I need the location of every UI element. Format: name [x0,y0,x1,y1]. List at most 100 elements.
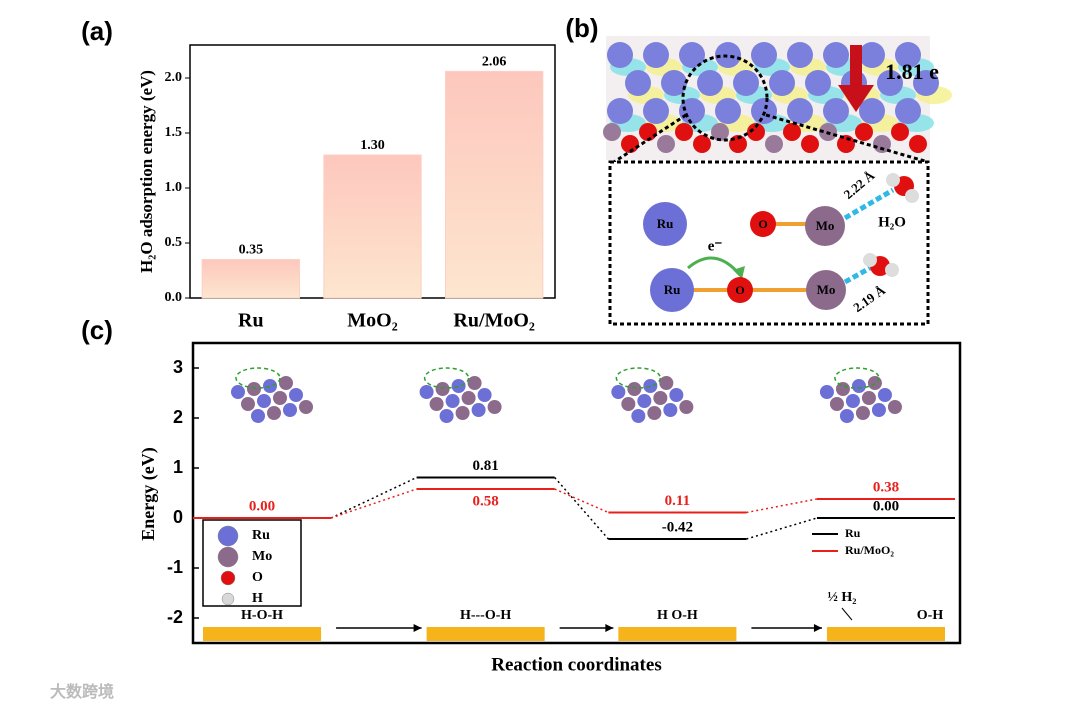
structure-atom [647,406,662,420]
atom [873,135,891,153]
y-tick-label: -1 [167,557,183,577]
structure-atom [283,403,297,417]
atom [693,135,711,153]
atom [733,70,759,96]
molecule-label: H₂O [878,214,906,230]
structure-atom [819,385,834,399]
structure-atom [445,394,460,408]
panel-label: (b) [565,13,598,43]
connector [554,477,609,540]
category-label: H O-H [657,608,698,623]
category-label: O-H [917,608,944,623]
atom-label: Ru [657,216,674,231]
atom [859,98,885,124]
structure-atom [851,379,866,393]
structure-atom [263,379,277,393]
atom [643,202,687,246]
highlight [423,367,470,389]
atom [639,123,657,141]
x-tick-label: Ru/MoO₂ [453,310,535,332]
y-tick-label: -2 [167,607,183,627]
structure-atom [829,397,844,411]
atom [805,206,845,246]
structure-atom [659,376,674,390]
value-label: 0.00 [873,498,899,514]
structure-atom [267,406,281,420]
value-label: 0.35 [239,243,264,258]
atom [787,42,813,68]
atom [679,98,705,124]
x-tick-label: Ru [238,310,264,332]
structure-atom [461,391,476,405]
legend-label: Ru/MoO₂ [845,543,894,557]
structure-atom [679,400,694,414]
atom [877,70,903,96]
structure-atom [231,385,245,399]
bar [323,154,422,299]
atom [657,135,675,153]
connector [330,488,417,519]
structure-atom [241,397,255,411]
structure-atom [611,385,626,399]
atom [747,123,765,141]
structure-atom [273,391,287,405]
highlight [834,367,880,389]
structure-atom [455,406,470,420]
structure-atom [835,382,850,396]
structure-atom [637,394,652,408]
atom [855,123,873,141]
legend-atom [220,570,236,586]
h-bond [843,187,895,221]
y-tick-label: 1 [173,457,183,477]
structure-atom [429,397,444,411]
structure-atom [477,388,492,402]
value-label: 1.30 [360,138,385,153]
bar [445,70,544,299]
atom [675,123,693,141]
watermark: 大数跨境 [50,682,114,701]
atom-label: O [758,217,767,231]
structure-atom [887,400,902,414]
electron-label: e⁻ [708,238,723,254]
legend-atom [217,546,239,568]
value-label: 0.00 [249,498,275,514]
y-tick-label: 2 [173,407,183,427]
atom-label: Mo [817,282,836,297]
value-label: 0.11 [665,493,690,509]
atom [801,135,819,153]
y-tick-label: 1.0 [165,180,183,195]
bar [201,259,301,299]
y-tick-label: 3 [173,357,183,377]
y-tick-label: 1.5 [165,125,183,140]
plot-area [191,341,962,645]
panel-label: (a) [81,16,113,46]
structure-atom [871,403,886,417]
structure-atom [419,385,434,399]
panel-label: (c) [81,315,113,345]
h-bond [843,265,872,285]
atom [765,135,783,153]
arrowhead [605,624,614,632]
pointer [841,607,853,621]
atom [895,98,921,124]
atom [823,98,849,124]
structure-atom [435,382,450,396]
structure-atom [279,376,293,390]
state-block [203,627,322,641]
structure-atom [289,388,303,402]
panel-b: 1.81 e Ru O Mo Ru O Mo H₂O 2.22 Å 2.19 Å… [603,36,952,326]
value-label: 0.81 [473,458,499,474]
state-block [618,627,737,641]
structure-atom [487,400,502,414]
value-label: 2.06 [482,55,507,70]
atom [607,42,633,68]
x-axis-label: Reaction coordinates [491,654,661,675]
y-tick-label: 0.0 [165,290,183,305]
structure-atom [877,388,892,402]
annotation: ½ H₂ [827,590,856,605]
atom [679,42,705,68]
value-label: -0.42 [662,519,693,535]
structure-atom [471,403,486,417]
legend-label: Ru [845,526,861,540]
x-tick-label: MoO₂ [347,310,397,332]
